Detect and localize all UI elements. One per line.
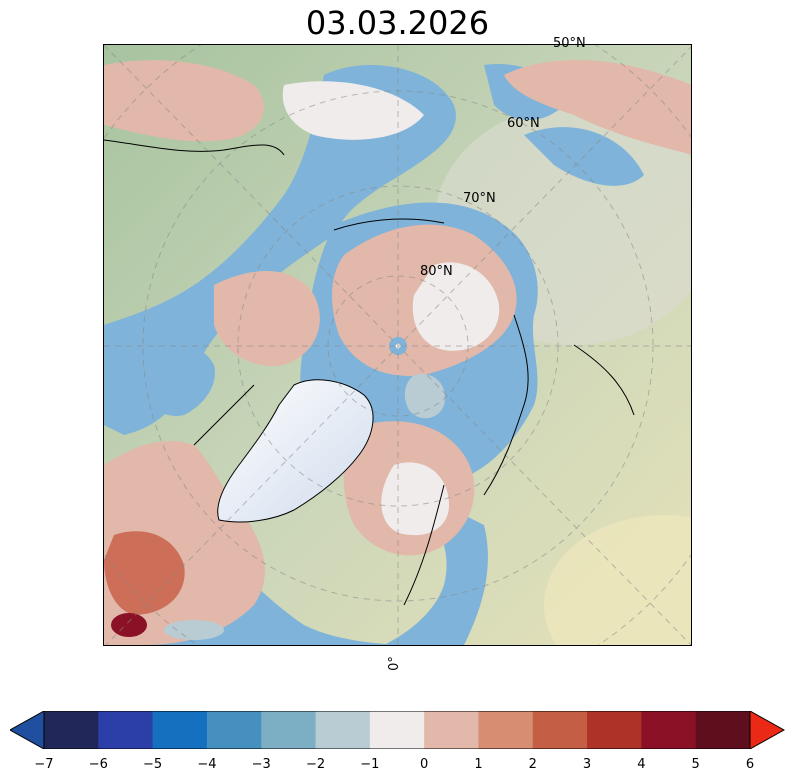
- anomaly-field-neutral-asia: [282, 81, 424, 140]
- colorbar-under-arrow: [10, 711, 45, 749]
- map-title: 03.03.2026: [305, 4, 490, 42]
- greenland-ice-sheet: [217, 379, 374, 523]
- colorbar-tick-label: 4: [637, 757, 646, 772]
- anomaly-field-neutral-europe: [381, 462, 449, 536]
- lat-label-70: 70°N: [463, 191, 496, 206]
- colorbar-bin-6: [369, 711, 425, 749]
- colorbar-bin-4: [261, 711, 317, 749]
- colorbar-tick-label: 3: [582, 757, 592, 772]
- colorbar-bin-3: [206, 711, 262, 749]
- lat-label-60: 60°N: [507, 116, 540, 131]
- colorbar-tick-label: 5: [691, 757, 700, 772]
- coastlines: [104, 139, 635, 606]
- colorbar-bin-8: [478, 711, 534, 749]
- lat-label-80: 80°N: [420, 264, 453, 279]
- colorbar-tick-label: −4: [197, 757, 217, 772]
- colorbar-bin-12: [695, 711, 751, 749]
- hudson-bay: [139, 341, 215, 416]
- colorbar-tick-label: −5: [143, 757, 163, 772]
- colorbar-tick-label: −6: [88, 757, 108, 772]
- colorbar-bin-2: [152, 711, 208, 749]
- colorbar-tick-label: −3: [251, 757, 271, 772]
- lat-label-50: 50°N: [553, 36, 586, 51]
- colorbar-tick-label: 6: [745, 757, 755, 772]
- graticule: [104, 45, 691, 645]
- map-canvas: [104, 45, 691, 645]
- colorbar-tick-label: −7: [34, 757, 54, 772]
- colorbar-tick-label: 1: [474, 757, 483, 772]
- colorbar-tick-label: 2: [528, 757, 537, 772]
- colorbar-over-arrow: [749, 711, 785, 749]
- land-desert: [544, 515, 691, 645]
- anomaly-field-pos-alaska: [504, 60, 691, 155]
- anomaly-field-pos-asia: [104, 60, 264, 142]
- lon-label-0: 0°: [386, 656, 402, 671]
- colorbar-bin-0: [44, 711, 99, 749]
- colorbar-bins: [44, 711, 751, 749]
- arctic-ocean: [104, 65, 456, 435]
- colorbar-bin-10: [587, 711, 642, 749]
- colorbar-tick-label: −2: [305, 757, 326, 772]
- colorbar-bin-1: [98, 711, 154, 749]
- colorbar-tick-label: −1: [360, 757, 380, 772]
- anomaly-field-neg-atlantic: [164, 620, 224, 640]
- colorbar-bin-9: [532, 711, 588, 749]
- colorbar-bin-11: [641, 711, 697, 749]
- anomaly-field-max-west: [111, 613, 147, 637]
- colorbar: [10, 711, 785, 749]
- colorbar-tick-label: 0: [420, 757, 429, 772]
- colorbar-bin-5: [315, 711, 371, 749]
- anomaly-field-strong-west: [104, 531, 185, 615]
- colorbar-bin-7: [424, 711, 479, 749]
- anomaly-field-pos-canada: [214, 271, 320, 366]
- polar-map[interactable]: [103, 44, 692, 646]
- anomaly-field-neg-europe: [404, 374, 445, 419]
